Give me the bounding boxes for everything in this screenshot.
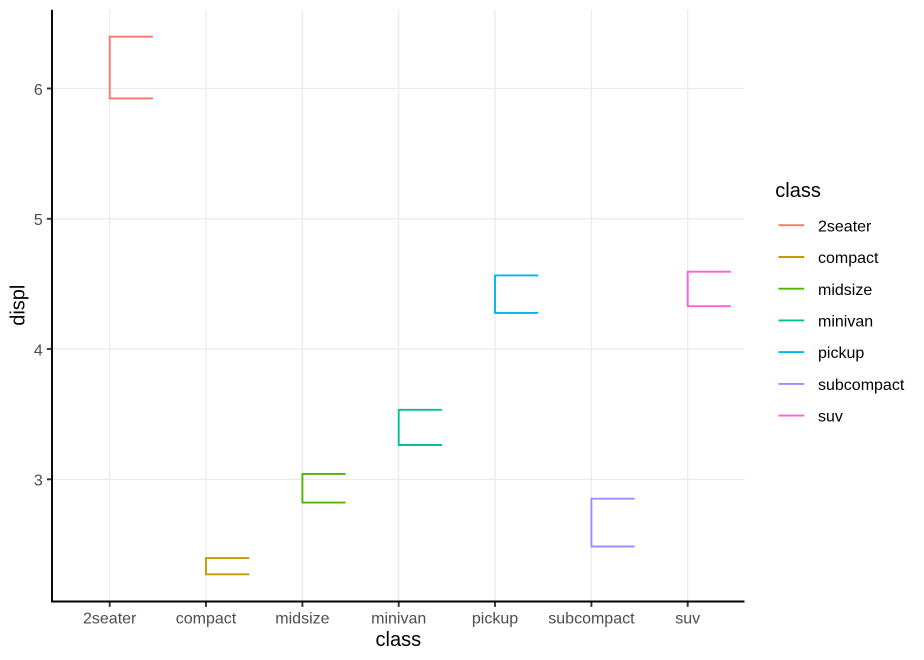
- svg-text:midsize: midsize: [818, 282, 872, 299]
- svg-text:5: 5: [34, 212, 43, 229]
- svg-text:2seater: 2seater: [818, 218, 872, 235]
- svg-text:4: 4: [34, 342, 43, 359]
- svg-text:midsize: midsize: [275, 610, 329, 627]
- svg-text:pickup: pickup: [472, 610, 518, 627]
- svg-text:minivan: minivan: [371, 610, 426, 627]
- svg-text:minivan: minivan: [818, 314, 873, 331]
- svg-text:displ: displ: [7, 285, 29, 326]
- svg-text:6: 6: [34, 82, 43, 99]
- svg-text:class: class: [376, 629, 422, 651]
- svg-text:2seater: 2seater: [83, 610, 137, 627]
- svg-text:subcompact: subcompact: [818, 377, 905, 394]
- svg-text:class: class: [775, 180, 821, 202]
- svg-text:suv: suv: [675, 610, 700, 627]
- svg-text:subcompact: subcompact: [548, 610, 635, 627]
- svg-text:compact: compact: [176, 610, 237, 627]
- svg-text:suv: suv: [818, 409, 843, 426]
- svg-text:3: 3: [34, 473, 43, 490]
- svg-text:pickup: pickup: [818, 345, 864, 362]
- svg-text:compact: compact: [818, 250, 879, 267]
